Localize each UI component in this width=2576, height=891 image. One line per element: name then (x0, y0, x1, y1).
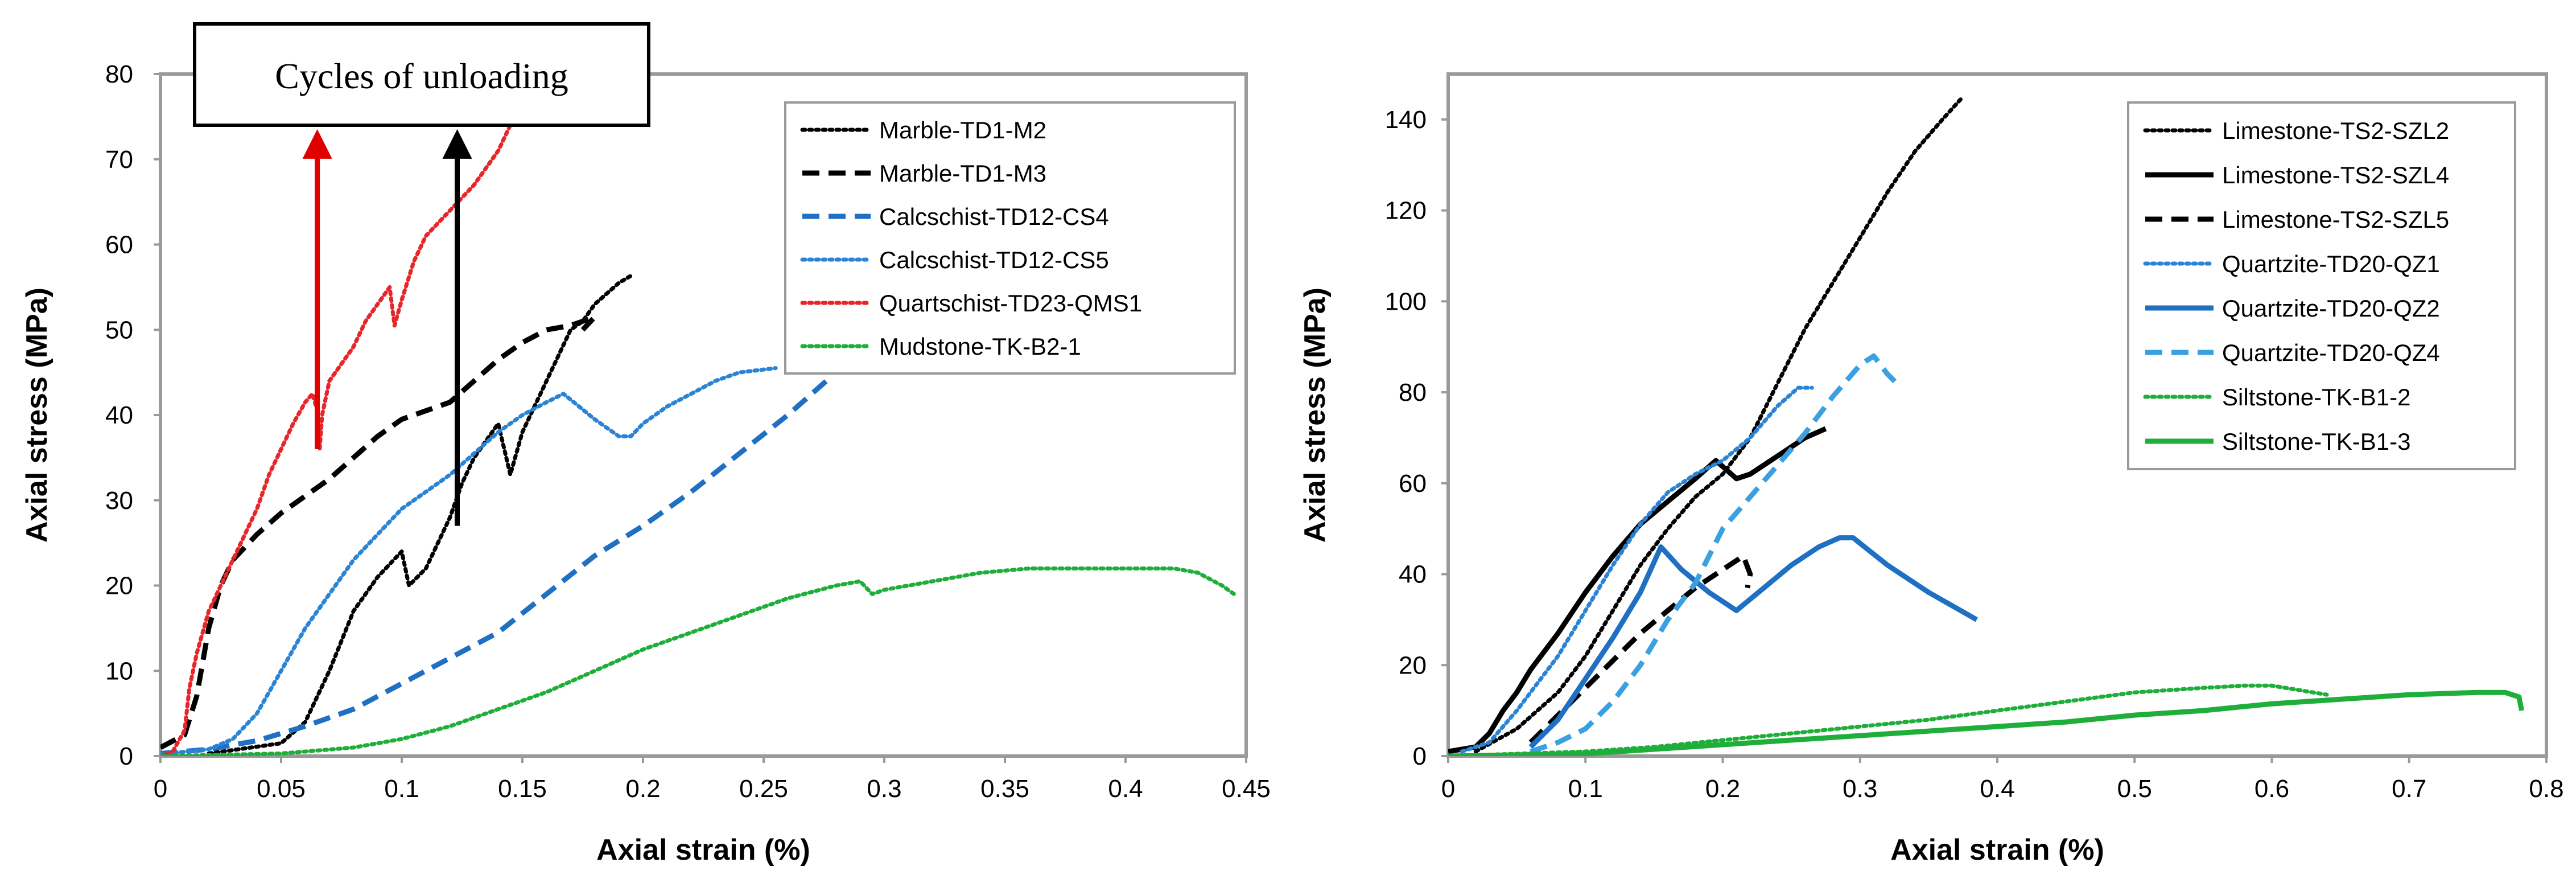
unloading-arrow-head (302, 129, 332, 159)
x-tick-label: 0.3 (1843, 775, 1877, 803)
y-tick-label: 80 (105, 60, 133, 88)
legend-label: Marble-TD1-M3 (879, 160, 1046, 187)
y-tick-label: 10 (105, 657, 133, 685)
y-tick-label: 40 (1399, 561, 1427, 589)
y-tick-label: 20 (1399, 651, 1427, 679)
legend-label: Siltstone-TK-B1-2 (2222, 384, 2410, 410)
series-line-quartzite-td20-qz2 (1528, 535, 1979, 749)
series-line-limestone-ts2-szl4 (1448, 426, 1827, 754)
series-line-siltstone-tk-b1-3 (1448, 689, 2525, 756)
x-tick-label: 0.1 (384, 775, 419, 803)
x-tick-label: 0.2 (625, 775, 660, 803)
y-tick-label: 40 (105, 401, 133, 429)
x-tick-label: 0.2 (1705, 775, 1740, 803)
legend-box (2127, 101, 2516, 470)
y-tick-label: 140 (1385, 106, 1427, 134)
series-line-quartzite-td20-qz1 (1460, 385, 1814, 754)
y-tick-label: 120 (1385, 197, 1427, 225)
x-tick-label: 0.8 (2529, 775, 2563, 803)
x-tick-label: 0.45 (1222, 775, 1271, 803)
x-axis-title: Axial strain (%) (1890, 833, 2104, 867)
legend-label: Quartzite-TD20-QZ2 (2222, 295, 2440, 322)
x-tick-label: 0.35 (980, 775, 1029, 803)
legend-label: Calcschist-TD12-CS5 (879, 247, 1109, 273)
series-group (1448, 95, 2525, 756)
x-tick-label: 0 (1441, 775, 1455, 803)
y-tick-label: 70 (105, 146, 133, 174)
y-tick-label: 30 (105, 487, 133, 515)
x-tick-label: 0.25 (739, 775, 788, 803)
series-line-mudstone-tk-b2-1 (160, 566, 1237, 756)
x-tick-label: 0 (154, 775, 167, 803)
y-tick-label: 20 (105, 572, 133, 600)
legend-label: Quartschist-TD23-QMS1 (879, 290, 1142, 317)
y-tick-label: 0 (1413, 742, 1427, 770)
left-chart: 0 10 20 30 40 50 60 70 80 0 0.05 0.1 0.15 0.2 0.25 0.3 0… (20, 22, 1271, 867)
unloading-arrow-head (442, 129, 472, 159)
legend-label: Quartzite-TD20-QZ4 (2222, 339, 2440, 366)
series-line-limestone-ts2-szl2 (1473, 95, 1965, 754)
y-tick-label: 0 (119, 742, 133, 770)
y-tick-label: 80 (1399, 379, 1427, 407)
annotation-box (193, 22, 650, 127)
legend-label: Mudstone-TK-B2-1 (879, 333, 1081, 360)
x-tick-label: 0.4 (1108, 775, 1143, 803)
series-line-siltstone-tk-b1-2 (1448, 683, 2329, 756)
y-tick-label: 50 (105, 316, 133, 344)
y-axis-title: Axial stress (MPa) (20, 288, 53, 543)
annotation-text: Cycles of unloading (275, 56, 568, 96)
x-tick-label: 0.05 (257, 775, 306, 803)
x-tick-label: 0.3 (867, 775, 901, 803)
legend-label: Siltstone-TK-B1-3 (2222, 428, 2410, 455)
legend-box (784, 101, 1236, 375)
legend-label: Calcschist-TD12-CS4 (879, 203, 1109, 230)
x-tick-label: 0.4 (1980, 775, 2014, 803)
legend-label: Limestone-TS2-SZL2 (2222, 117, 2449, 144)
x-tick-label: 0.7 (2392, 775, 2426, 803)
legend-label: Quartzite-TD20-QZ1 (2222, 251, 2440, 277)
series-line-calcschist-td12-cs5 (160, 366, 778, 756)
x-tick-label: 0.6 (2254, 775, 2289, 803)
series-line-quartzite-td20-qz4 (1530, 353, 1903, 754)
right-chart: 0 20 40 60 80 100 120 140 0 0.1 0.2 0.3 0.4 0.5 0.6 0.7… (1299, 72, 2564, 867)
x-tick-label: 0.1 (1568, 775, 1603, 803)
x-tick-label: 0.15 (498, 775, 547, 803)
series-line-marble-td1-m3 (160, 314, 597, 750)
legend-label: Limestone-TS2-SZL5 (2222, 206, 2449, 233)
y-tick-label: 60 (105, 231, 133, 259)
series-line-calcschist-td12-cs4 (160, 375, 833, 756)
y-tick-label: 60 (1399, 470, 1427, 498)
y-axis-title: Axial stress (MPa) (1299, 288, 1332, 543)
y-tick-label: 100 (1385, 288, 1427, 315)
legend-label: Marble-TD1-M2 (879, 117, 1046, 143)
x-axis-title: Axial strain (%) (596, 833, 810, 867)
x-tick-label: 0.5 (2117, 775, 2152, 803)
legend-label: Limestone-TS2-SZL4 (2222, 162, 2449, 188)
